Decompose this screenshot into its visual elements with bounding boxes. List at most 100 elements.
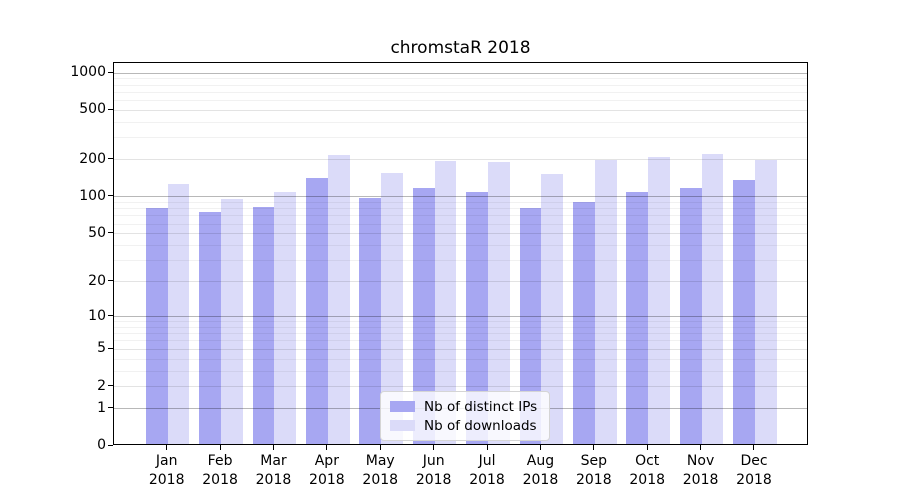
y-tick-label-500: 500 xyxy=(79,101,106,118)
bar-downloads-feb xyxy=(221,199,243,444)
gridline-6 xyxy=(114,340,807,342)
x-tick-label-month-jun: Jun xyxy=(422,453,445,469)
y-tick-50 xyxy=(108,232,113,234)
x-tick-label-month-feb: Feb xyxy=(207,453,233,469)
legend-label-downloads: Nb of downloads xyxy=(424,417,537,434)
y-tick-1 xyxy=(108,407,113,409)
bar-downloads-sep xyxy=(594,159,617,444)
bar-distinct-ips-jul xyxy=(466,191,489,444)
x-tick-nov xyxy=(700,445,702,450)
bar-distinct-ips-mar xyxy=(252,206,275,444)
x-tick-label-year-apr: 2018 xyxy=(309,472,345,488)
y-tick-label-20: 20 xyxy=(88,272,106,289)
bar-distinct-ips-jan xyxy=(145,208,168,444)
x-tick-label-jul: Jul 2018 xyxy=(455,452,519,490)
gridline-600 xyxy=(114,100,807,102)
x-tick-label-year-sep: 2018 xyxy=(575,472,612,488)
gridline-200 xyxy=(114,159,807,161)
x-tick-label-may: May 2018 xyxy=(348,452,412,490)
bar-downloads-oct xyxy=(648,157,670,444)
gridline-20 xyxy=(114,281,807,283)
gridline-400 xyxy=(114,121,807,123)
gridline-3 xyxy=(114,370,807,372)
legend-swatch-distinct-ips xyxy=(390,401,415,412)
x-tick-label-year-mar: 2018 xyxy=(255,472,292,488)
y-tick-10 xyxy=(108,315,113,317)
x-tick-mar xyxy=(272,445,274,450)
gridline-30 xyxy=(114,260,807,262)
x-tick-label-month-jul: Jul xyxy=(478,453,496,469)
x-tick-label-apr: Apr 2018 xyxy=(295,452,359,490)
bar-downloads-jan xyxy=(167,183,190,444)
gridline-9 xyxy=(114,321,807,323)
x-tick-label-aug: Aug 2018 xyxy=(508,452,572,490)
x-tick-label-year-aug: 2018 xyxy=(522,472,559,488)
gridline-80 xyxy=(114,208,807,210)
x-tick-label-year-jul: 2018 xyxy=(469,472,505,488)
bar-downloads-may xyxy=(381,173,404,444)
x-tick-may xyxy=(379,445,381,450)
gridline-4 xyxy=(114,358,807,360)
chart-title: chromstaR 2018 xyxy=(390,38,531,58)
bar-downloads-mar xyxy=(274,191,297,444)
gridline-300 xyxy=(114,137,807,139)
x-tick-label-dec: Dec 2018 xyxy=(722,452,786,490)
legend-item-downloads: Nb of downloads xyxy=(390,416,537,435)
y-tick-100 xyxy=(108,195,113,197)
x-tick-label-month-mar: Mar xyxy=(260,453,287,469)
gridline-100 xyxy=(114,196,807,198)
y-tick-label-5: 5 xyxy=(97,340,106,357)
bar-downloads-jul xyxy=(488,161,510,444)
y-tick-label-0: 0 xyxy=(97,437,106,453)
x-tick-label-year-dec: 2018 xyxy=(736,472,772,488)
bar-distinct-ips-sep xyxy=(573,202,595,444)
y-tick-label-2: 2 xyxy=(97,377,106,394)
gridline-10 xyxy=(114,316,807,318)
x-tick-dec xyxy=(753,445,755,450)
x-tick-label-year-feb: 2018 xyxy=(202,472,238,488)
bar-downloads-apr xyxy=(327,155,350,444)
y-tick-label-50: 50 xyxy=(88,224,106,241)
x-tick-label-month-dec: Dec xyxy=(740,453,768,469)
x-tick-label-month-apr: Apr xyxy=(314,453,339,469)
x-tick-label-year-oct: 2018 xyxy=(629,472,666,488)
bar-downloads-aug xyxy=(541,174,564,444)
plot-area xyxy=(113,62,808,445)
legend-label-distinct-ips: Nb of distinct IPs xyxy=(424,398,538,415)
gridline-90 xyxy=(114,201,807,203)
x-tick-jun xyxy=(433,445,435,450)
gridline-8 xyxy=(114,326,807,328)
x-tick-label-mar: Mar 2018 xyxy=(241,452,305,490)
x-tick-label-year-may: 2018 xyxy=(362,472,399,488)
y-tick-label-1: 1 xyxy=(97,399,106,416)
x-tick-jan xyxy=(166,445,168,450)
bar-distinct-ips-aug xyxy=(519,208,542,444)
gridline-40 xyxy=(114,245,807,247)
bar-distinct-ips-oct xyxy=(626,191,649,444)
gridline-50 xyxy=(114,233,807,235)
x-tick-apr xyxy=(326,445,328,450)
legend-swatch-downloads xyxy=(390,420,415,431)
y-tick-200 xyxy=(108,158,113,160)
y-tick-20 xyxy=(108,280,113,282)
x-tick-label-oct: Oct 2018 xyxy=(615,452,679,490)
legend: Nb of distinct IPs Nb of downloads xyxy=(380,391,551,441)
x-tick-label-sep: Sep 2018 xyxy=(562,452,626,490)
x-tick-label-year-nov: 2018 xyxy=(682,472,719,488)
x-tick-label-month-aug: Aug xyxy=(526,453,555,469)
x-tick-sep xyxy=(593,445,595,450)
y-tick-500 xyxy=(108,108,113,110)
x-tick-label-jun: Jun 2018 xyxy=(402,452,466,490)
y-tick-label-100: 100 xyxy=(79,187,106,204)
x-tick-label-month-nov: Nov xyxy=(686,453,715,469)
gridline-500 xyxy=(114,109,807,111)
x-tick-jul xyxy=(486,445,488,450)
gridline-70 xyxy=(114,215,807,217)
bar-distinct-ips-nov xyxy=(679,188,702,444)
y-tick-2 xyxy=(108,385,113,387)
y-tick-5 xyxy=(108,347,113,349)
y-tick-label-10: 10 xyxy=(88,307,106,324)
gridline-800 xyxy=(114,84,807,86)
y-tick-0 xyxy=(108,444,113,446)
